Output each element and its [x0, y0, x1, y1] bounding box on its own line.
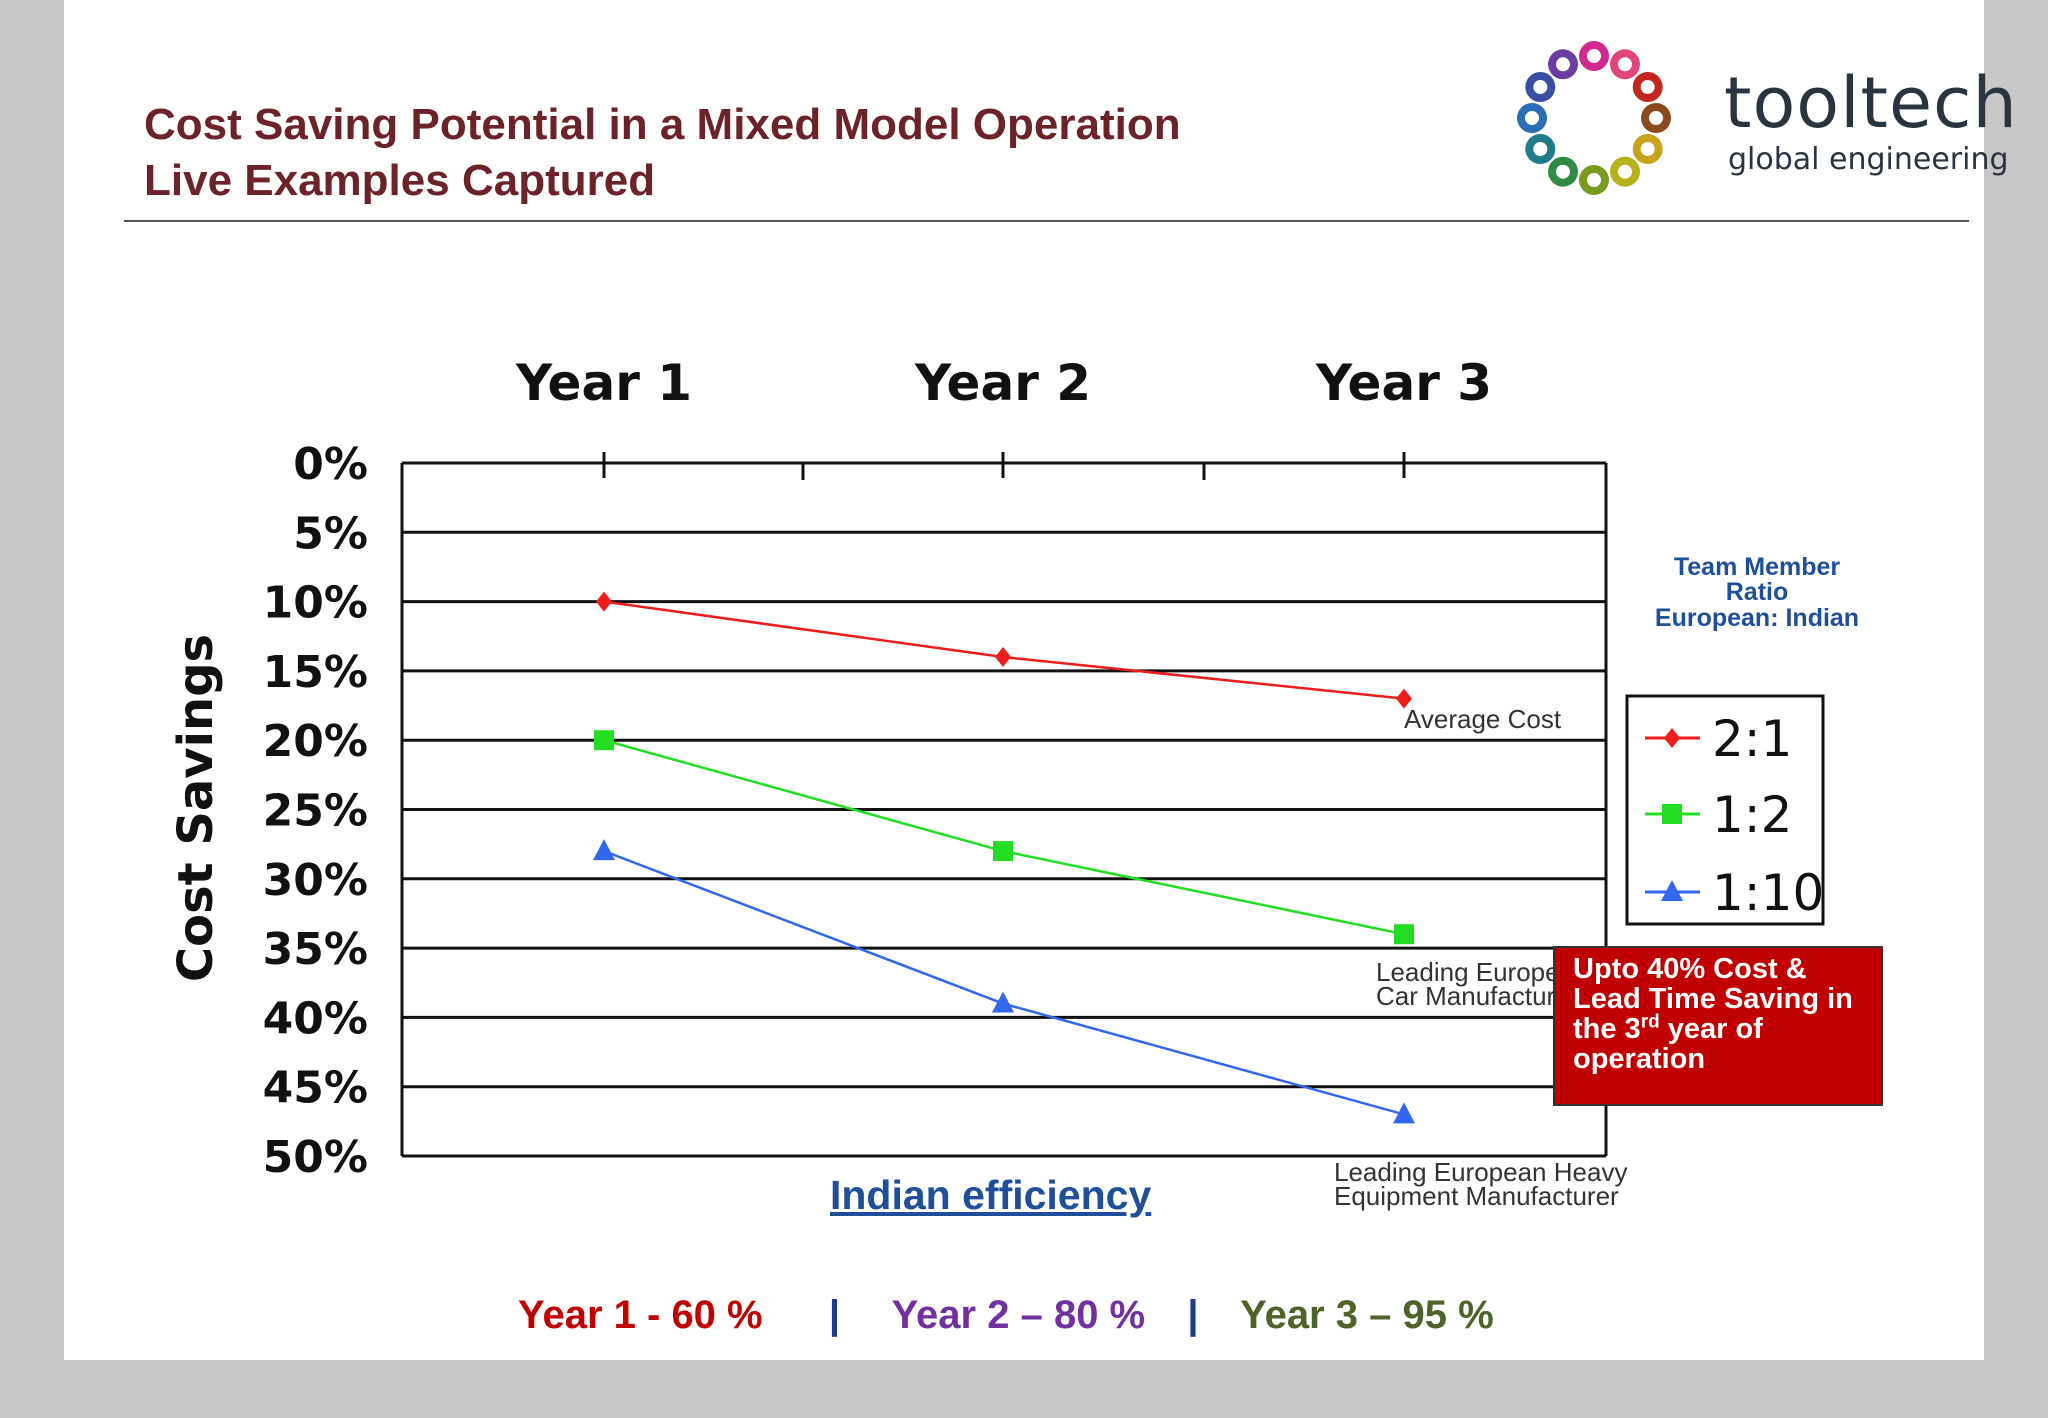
- logo-wordmark: tooltech: [1724, 62, 2018, 144]
- legend-title: Team Member Ratio European: Indian: [1655, 553, 1859, 632]
- series-lines: [593, 591, 1415, 1124]
- y-tick-label: 0%: [293, 439, 368, 490]
- logo-petal-center: [1587, 49, 1601, 63]
- callout-line3: the 3rd year of: [1573, 1011, 1871, 1045]
- legend-label: 1:10: [1712, 864, 1824, 922]
- logo-petal-center: [1640, 142, 1655, 156]
- data-point-2-1: [995, 647, 1011, 668]
- data-point-1-2: [1394, 924, 1414, 945]
- y-tick-label: 50%: [263, 1132, 368, 1183]
- callout-line4: operation: [1573, 1043, 1706, 1075]
- y-tick-label: 10%: [263, 578, 368, 629]
- data-point-1-2: [594, 730, 614, 751]
- logo-petal-center: [1533, 142, 1548, 156]
- tooltech-logo-icon: [1517, 41, 1671, 195]
- slide-title-line2: Live Examples Captured: [144, 156, 656, 205]
- callout-line1: Upto 40% Cost &: [1573, 953, 1807, 985]
- legend: 2:1 1:2 1:10: [1645, 710, 1824, 922]
- callout-line3-pre: the 3: [1573, 1013, 1641, 1045]
- efficiency-footer: Year 1 - 60 % | Year 2 – 80 % | Year 3 –…: [518, 1293, 1494, 1338]
- data-point-1-2: [993, 841, 1013, 862]
- y-tick-label: 15%: [263, 647, 368, 698]
- legend-marker: [1661, 880, 1683, 901]
- title-divider: [124, 220, 1969, 222]
- logo-petal-center: [1556, 164, 1570, 179]
- data-point-1-10: [593, 839, 615, 861]
- data-point-1-10: [992, 991, 1014, 1013]
- slide: Cost Saving Potential in a Mixed Model O…: [64, 0, 2017, 1360]
- legend-label: 2:1: [1712, 710, 1792, 768]
- logo-petal-center: [1525, 111, 1539, 125]
- footer-year3: Year 3 – 95 %: [1240, 1293, 1494, 1337]
- logo-petal-center: [1618, 164, 1632, 179]
- callout-line2: Lead Time Saving in: [1573, 983, 1853, 1015]
- y-tick-label: 45%: [263, 1063, 368, 1114]
- logo-petal-center: [1533, 80, 1548, 94]
- annotation-car-line2: Car Manufacturer: [1376, 981, 1579, 1011]
- y-tick-label: 25%: [263, 786, 368, 837]
- annotation-average-cost: Average Cost: [1404, 704, 1562, 734]
- slide-title-line1: Cost Saving Potential in a Mixed Model O…: [144, 100, 1181, 149]
- x-axis-labels: Year 1 Year 2 Year 3: [515, 354, 1492, 412]
- plot-frame: [400, 452, 1608, 1156]
- data-point-2-1: [1396, 688, 1412, 709]
- y-tick-label: 35%: [263, 924, 368, 975]
- x-category-label: Year 1: [515, 354, 692, 412]
- gridlines: [402, 461, 1606, 1158]
- y-tick-label: 30%: [263, 855, 368, 906]
- logo-petal-center: [1649, 111, 1663, 125]
- y-axis-label: Cost Savings: [168, 634, 224, 982]
- data-point-2-1: [596, 591, 612, 612]
- series-annotations: Average Cost Leading European Car Manufa…: [1334, 704, 1627, 1211]
- y-tick-label: 40%: [263, 993, 368, 1044]
- footer-separator-2: |: [1187, 1293, 1199, 1337]
- y-tick-label: 5%: [293, 508, 368, 559]
- legend-box: [1625, 694, 1825, 926]
- annotation-heavy-line2: Equipment Manufacturer: [1334, 1181, 1619, 1211]
- logo-tagline: global engineering: [1728, 142, 2009, 177]
- logo-petal-center: [1587, 173, 1601, 187]
- legend-label: 1:2: [1712, 786, 1792, 844]
- x-category-label: Year 3: [1315, 354, 1492, 412]
- legend-marker: [1662, 804, 1682, 824]
- legend-title-line2: Ratio: [1726, 578, 1789, 606]
- x-axis-label: Indian efficiency: [830, 1172, 1152, 1218]
- logo-petal-center: [1556, 57, 1570, 72]
- x-category-label: Year 2: [914, 354, 1091, 412]
- logo-petal-center: [1618, 57, 1632, 72]
- data-point-1-10: [1393, 1102, 1415, 1124]
- y-tick-label: 20%: [263, 716, 368, 767]
- series-line-1-2: [603, 738, 1405, 936]
- footer-year1: Year 1 - 60 %: [518, 1293, 763, 1337]
- logo-petal-center: [1640, 80, 1655, 94]
- legend-title-line1: Team Member: [1674, 553, 1841, 581]
- footer-year2: Year 2 – 80 %: [891, 1293, 1146, 1337]
- callout-line3-post: year of: [1659, 1013, 1763, 1045]
- annotation-heavy-line1: Leading European Heavy: [1334, 1157, 1627, 1187]
- callout-line3-sup: rd: [1640, 1011, 1660, 1033]
- footer-separator-1: |: [828, 1293, 841, 1337]
- legend-title-line3: European: Indian: [1655, 604, 1859, 632]
- savings-callout: Upto 40% Cost & Lead Time Saving in the …: [1553, 946, 1883, 1106]
- series-line-1-10: [603, 849, 1405, 1116]
- legend-marker: [1664, 728, 1680, 748]
- y-axis-tick-labels: 0% 5% 10% 15% 20% 25% 30% 35% 40% 45% 50%: [263, 439, 368, 1183]
